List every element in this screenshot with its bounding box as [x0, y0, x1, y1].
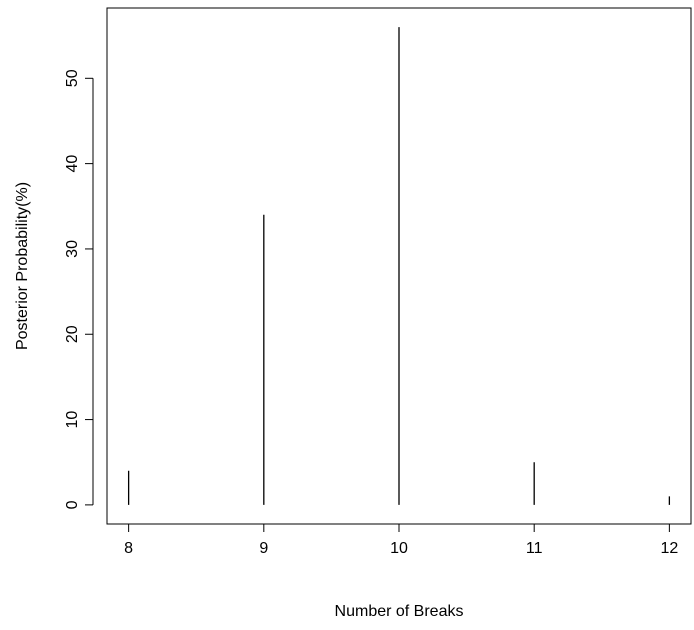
x-tick-label-12: 12 [660, 540, 678, 557]
x-tick-label-9: 9 [259, 540, 268, 557]
x-axis: 8 9 10 11 12 [124, 523, 678, 557]
y-tick-label-30: 30 [64, 240, 81, 258]
y-axis: 0 10 20 30 40 50 [64, 69, 94, 509]
y-tick-label-0: 0 [64, 500, 81, 509]
x-tick-label-8: 8 [124, 540, 133, 557]
x-tick-label-11: 11 [526, 540, 543, 557]
y-tick-label-50: 50 [64, 69, 81, 87]
x-axis-title: Number of Breaks [335, 603, 464, 620]
y-tick-label-10: 10 [64, 411, 81, 429]
y-tick-label-20: 20 [64, 325, 81, 343]
bars-group [127, 27, 671, 505]
y-tick-label-40: 40 [64, 155, 81, 173]
x-tick-label-10: 10 [390, 540, 408, 557]
y-axis-title: Posterior Probability(%) [14, 182, 31, 350]
